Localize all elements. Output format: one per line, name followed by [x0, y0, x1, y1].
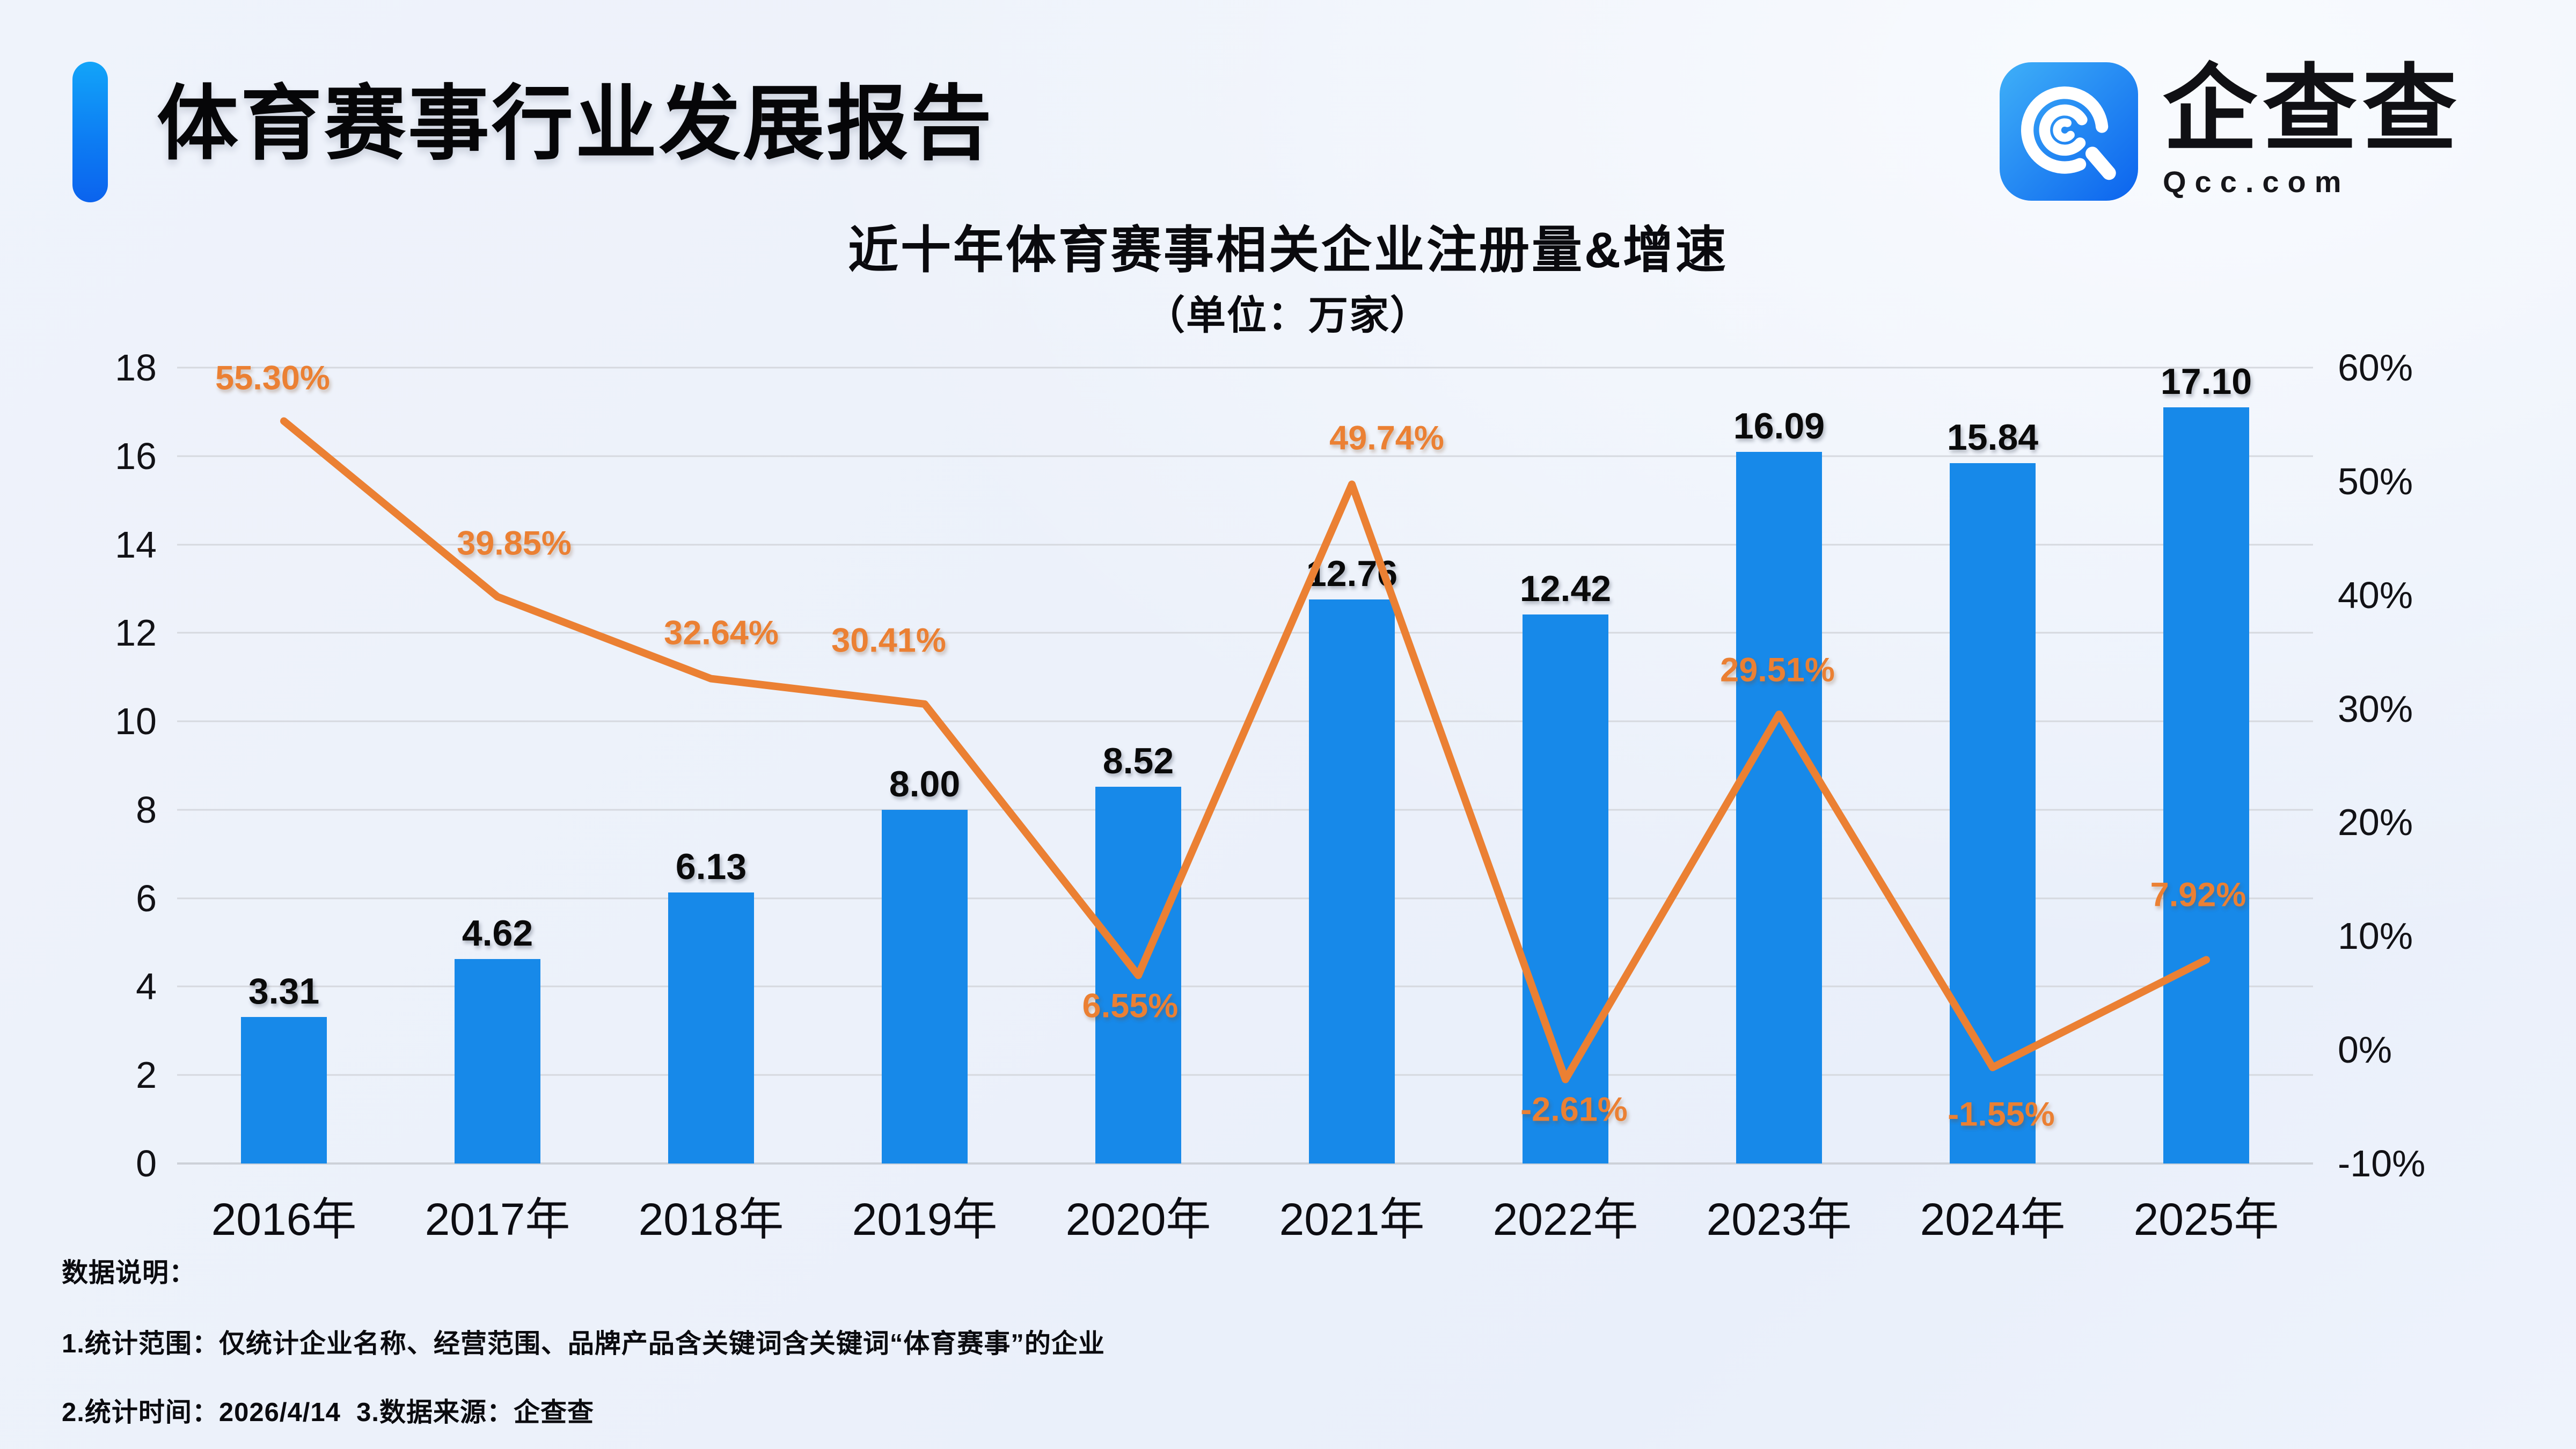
bar-value-label: 17.10: [2160, 361, 2252, 402]
left-axis-tick: 16: [115, 435, 157, 477]
x-axis-line: [177, 1162, 2313, 1165]
x-axis-label: 2017年: [425, 1194, 570, 1245]
growth-point-label: 32.64%: [664, 614, 779, 652]
left-axis-tick: 18: [115, 347, 157, 389]
x-axis-label: 2024年: [1920, 1194, 2066, 1245]
growth-point-label: -2.61%: [1520, 1091, 1628, 1129]
title-accent-bar: [72, 62, 108, 202]
bar-value-label: 12.42: [1519, 568, 1612, 609]
gridline: [177, 455, 2313, 457]
left-axis-tick: 12: [115, 612, 157, 654]
x-axis-label: 2016年: [211, 1194, 357, 1245]
bar-value-label: 15.84: [1946, 416, 2039, 458]
bar-value-label: 16.09: [1733, 406, 1825, 447]
bar-value-label: 8.52: [1102, 741, 1174, 782]
qcc-logo-icon: [2000, 62, 2138, 201]
gridline: [177, 1074, 2313, 1076]
left-axis-tick: 4: [136, 965, 157, 1008]
x-axis-label: 2025年: [2133, 1194, 2279, 1245]
qcc-logo: 企查查 Qcc.com: [2000, 62, 2462, 201]
logo-brand: 企查查: [2163, 57, 2463, 162]
x-axis-label: 2022年: [1492, 1194, 1638, 1245]
bar: [2163, 407, 2249, 1163]
bar: [241, 1017, 327, 1163]
page-title: 体育赛事行业发展报告: [157, 78, 994, 170]
bar: [668, 892, 754, 1163]
left-axis-tick: 2: [136, 1054, 157, 1096]
growth-point-label: 39.85%: [457, 524, 572, 562]
bar: [455, 959, 540, 1163]
gridline: [177, 632, 2313, 634]
growth-line: [280, 417, 2210, 1084]
bar: [1950, 463, 2036, 1163]
gridline: [177, 985, 2313, 987]
growth-line-path: [280, 417, 2210, 1084]
x-axis-label: 2021年: [1279, 1194, 1425, 1245]
right-axis-tick: 10%: [2338, 915, 2413, 957]
gridline: [177, 544, 2313, 546]
growth-point-label: 55.30%: [215, 359, 330, 397]
bar-value-label: 6.13: [675, 846, 747, 887]
right-axis-tick: 50%: [2338, 460, 2413, 502]
bar: [882, 809, 968, 1163]
gridline: [177, 897, 2313, 899]
bar-value-label: 4.62: [462, 913, 533, 954]
logo-domain: Qcc.com: [2163, 165, 2350, 199]
right-axis-tick: 30%: [2338, 687, 2413, 730]
notes-heading: 数据说明：: [62, 1258, 196, 1287]
right-axis-tick: -10%: [2338, 1143, 2426, 1184]
chart-title: 近十年体育赛事相关企业注册量&增速: [848, 222, 1728, 278]
bar: [1736, 452, 1822, 1163]
left-axis-tick: 14: [115, 523, 157, 566]
bar-value-label: 8.00: [889, 763, 961, 804]
bar-value-label: 3.31: [248, 971, 320, 1012]
chart-subtitle: （单位：万家）: [1145, 293, 1431, 338]
notes-line1: 1.统计范围：仅统计企业名称、经营范围、品牌产品含关键词含关键词“体育赛事”的企…: [62, 1329, 1105, 1358]
left-axis-tick: 0: [136, 1143, 157, 1184]
x-axis-label: 2020年: [1065, 1194, 1211, 1245]
growth-point-label: -1.55%: [1948, 1095, 2055, 1133]
growth-point-label: 7.92%: [2150, 876, 2246, 914]
left-axis-tick: 10: [115, 700, 157, 743]
x-axis-label: 2023年: [1706, 1194, 1852, 1245]
bar: [1309, 599, 1395, 1163]
right-axis-tick: 40%: [2338, 574, 2413, 616]
right-axis-tick: 0%: [2338, 1029, 2392, 1071]
growth-point-label: 6.55%: [1082, 987, 1179, 1025]
growth-point-label: 49.74%: [1329, 419, 1444, 457]
qcc-logo-text: 企查查 Qcc.com: [2163, 62, 2462, 199]
growth-point-label: 30.41%: [831, 621, 946, 660]
x-axis-label: 2019年: [852, 1194, 998, 1245]
gridline: [177, 809, 2313, 811]
right-axis-tick: 60%: [2338, 347, 2413, 389]
growth-point-label: 29.51%: [1720, 651, 1835, 689]
plot-area: 18 16 14 12 10 8 6 4 2 0 60% 50% 40% 30% 20% 10% 0% -10% 3…: [115, 349, 2425, 1242]
left-axis-tick: 8: [136, 788, 157, 831]
left-axis-tick: 6: [136, 877, 157, 919]
notes-line2: 2.统计时间：2026/4/14 3.数据来源：企查查: [62, 1398, 594, 1427]
x-axis-label: 2018年: [638, 1194, 784, 1245]
right-axis-tick: 20%: [2338, 801, 2413, 844]
gridline: [177, 367, 2313, 369]
